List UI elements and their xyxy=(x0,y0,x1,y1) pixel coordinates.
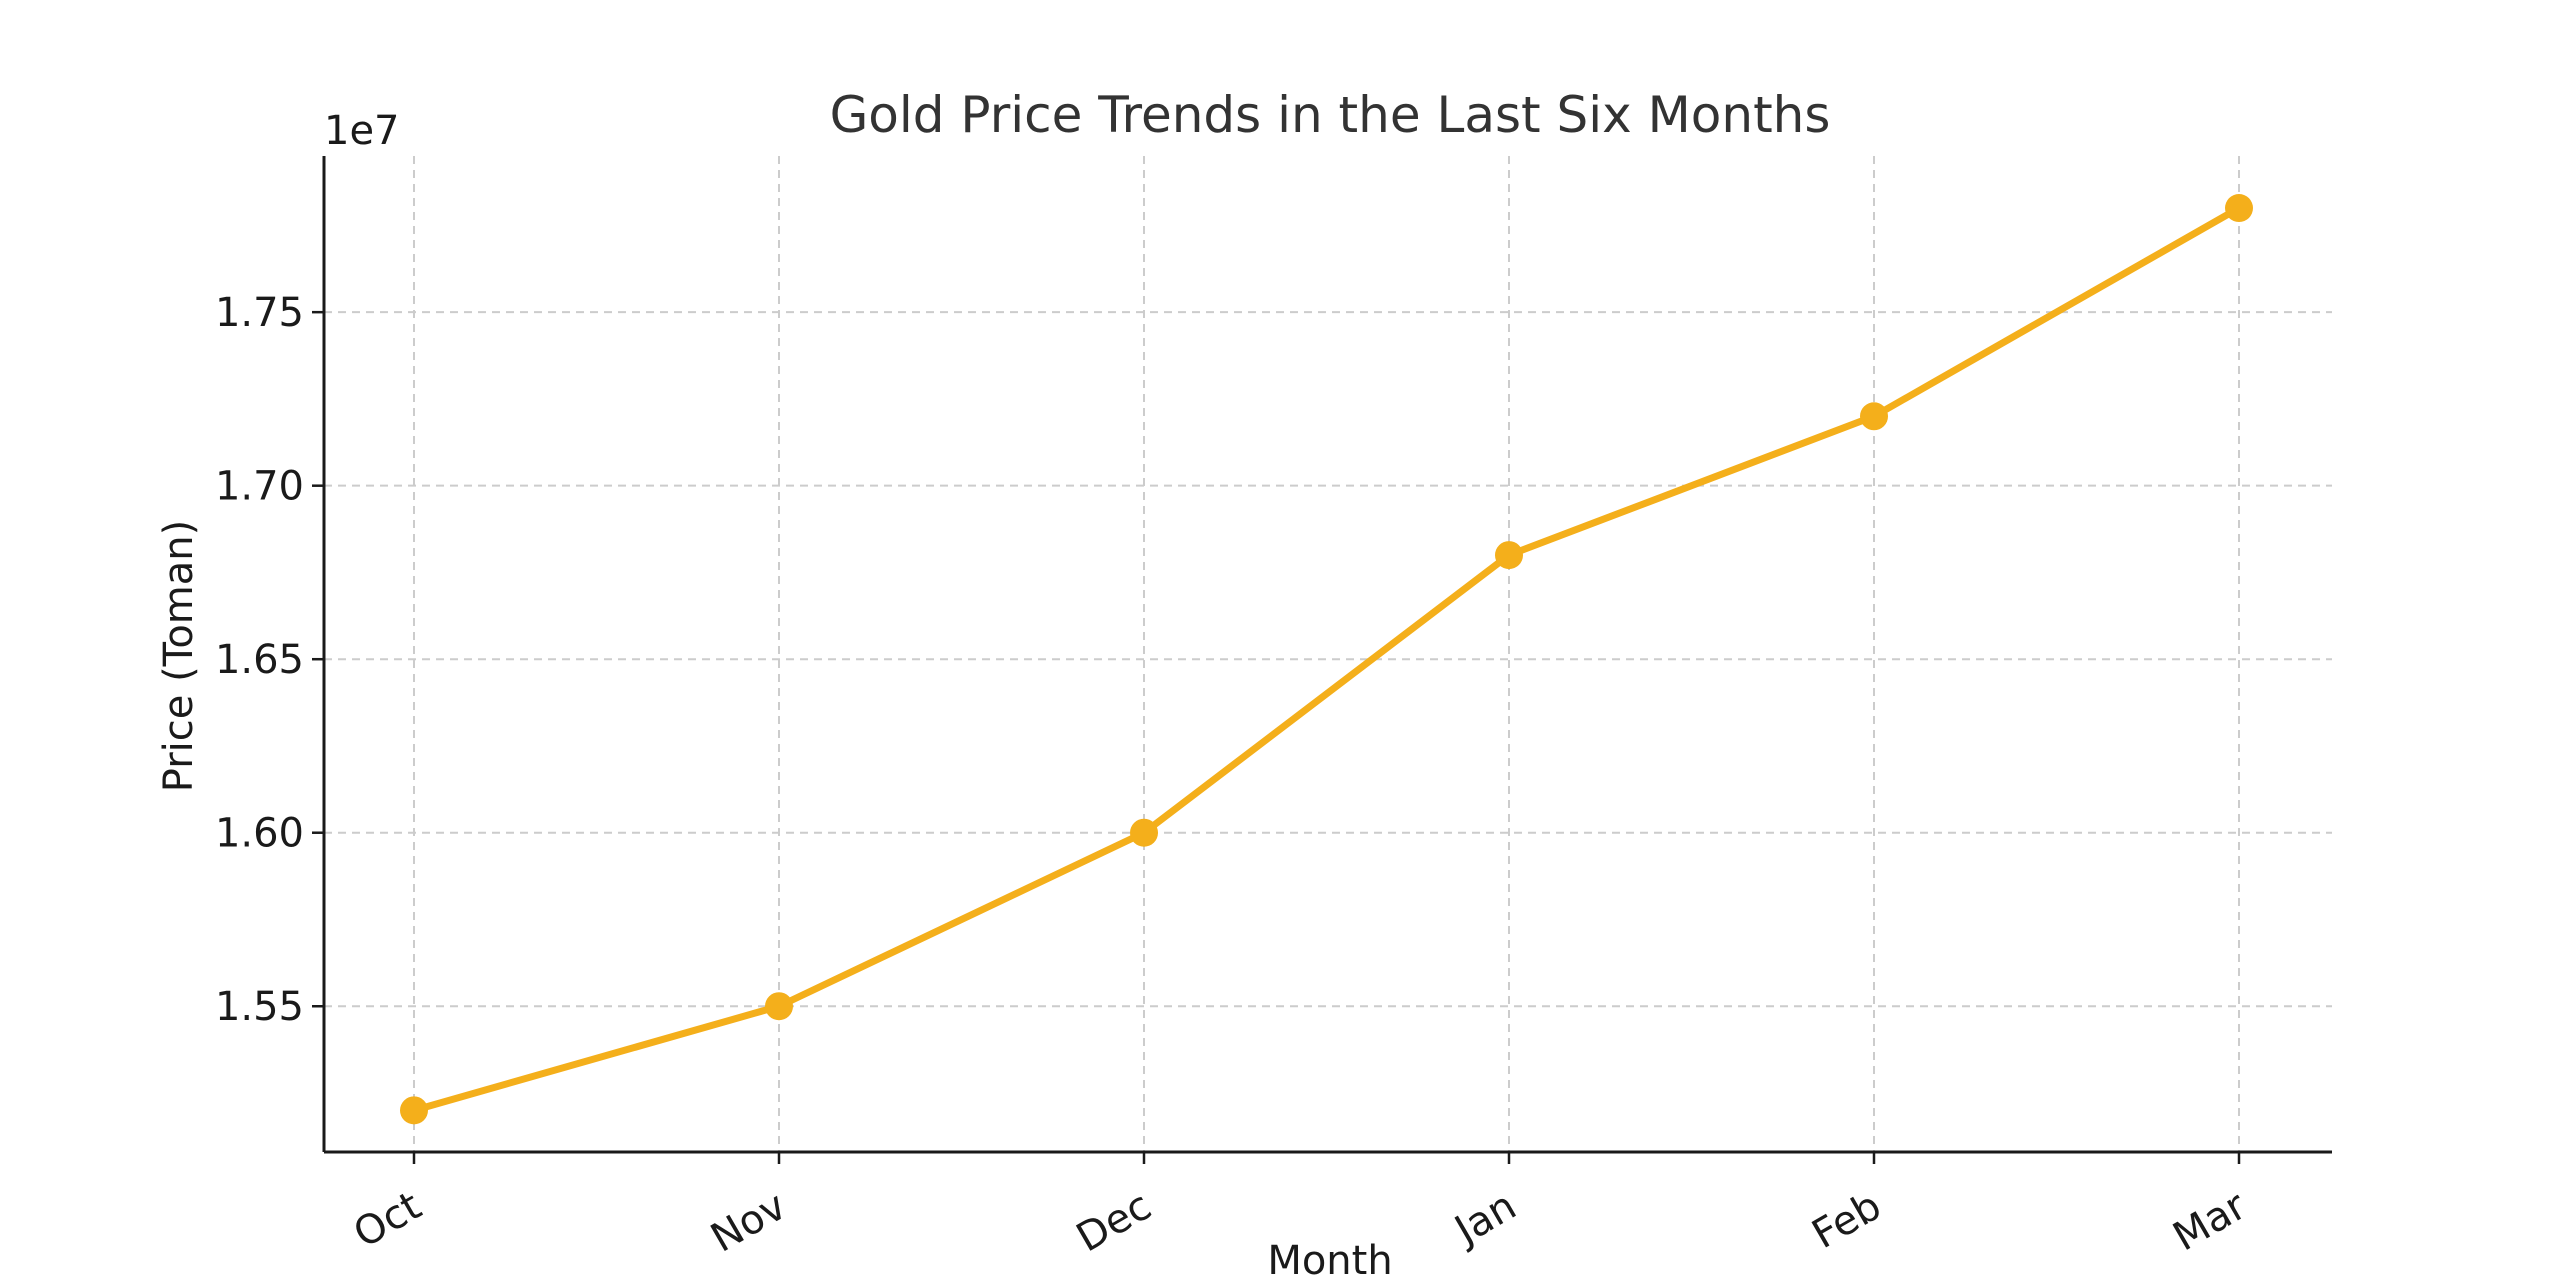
series xyxy=(400,194,2253,1125)
x-tick-label: Oct xyxy=(346,1183,429,1257)
x-axis-title: Month xyxy=(1267,1238,1392,1280)
axes xyxy=(322,156,2332,1154)
x-tick-label: Dec xyxy=(1069,1183,1159,1262)
data-point xyxy=(765,992,793,1021)
data-point xyxy=(1495,541,1523,570)
data-point xyxy=(1860,402,1888,431)
series-line xyxy=(410,204,2243,1114)
y-tick-label: 1.75 xyxy=(215,290,304,336)
x-tick-label: Feb xyxy=(1805,1183,1889,1258)
data-point xyxy=(400,1096,428,1125)
x-tick-label: Jan xyxy=(1445,1183,1524,1255)
y-tick-label: 1.65 xyxy=(215,637,304,683)
y-tick-label: 1.60 xyxy=(215,811,304,857)
chart-title: Gold Price Trends in the Last Six Months xyxy=(830,86,1831,144)
y-tick-label: 1.70 xyxy=(215,464,304,510)
x-tick-label: Nov xyxy=(703,1183,794,1262)
data-point xyxy=(2225,194,2253,223)
x-tick-label: Mar xyxy=(2166,1183,2255,1261)
y-axis-title: Price (Toman) xyxy=(156,520,202,792)
grid xyxy=(324,156,2332,1152)
data-point xyxy=(1130,818,1158,847)
y-tick-label: 1.55 xyxy=(215,984,304,1030)
ticks: Oct Nov Dec Jan Feb Mar 1.55 1.60 1.65 1.70 1.75 xyxy=(215,290,2255,1262)
y-axis-offset-label: 1e7 xyxy=(324,108,400,154)
